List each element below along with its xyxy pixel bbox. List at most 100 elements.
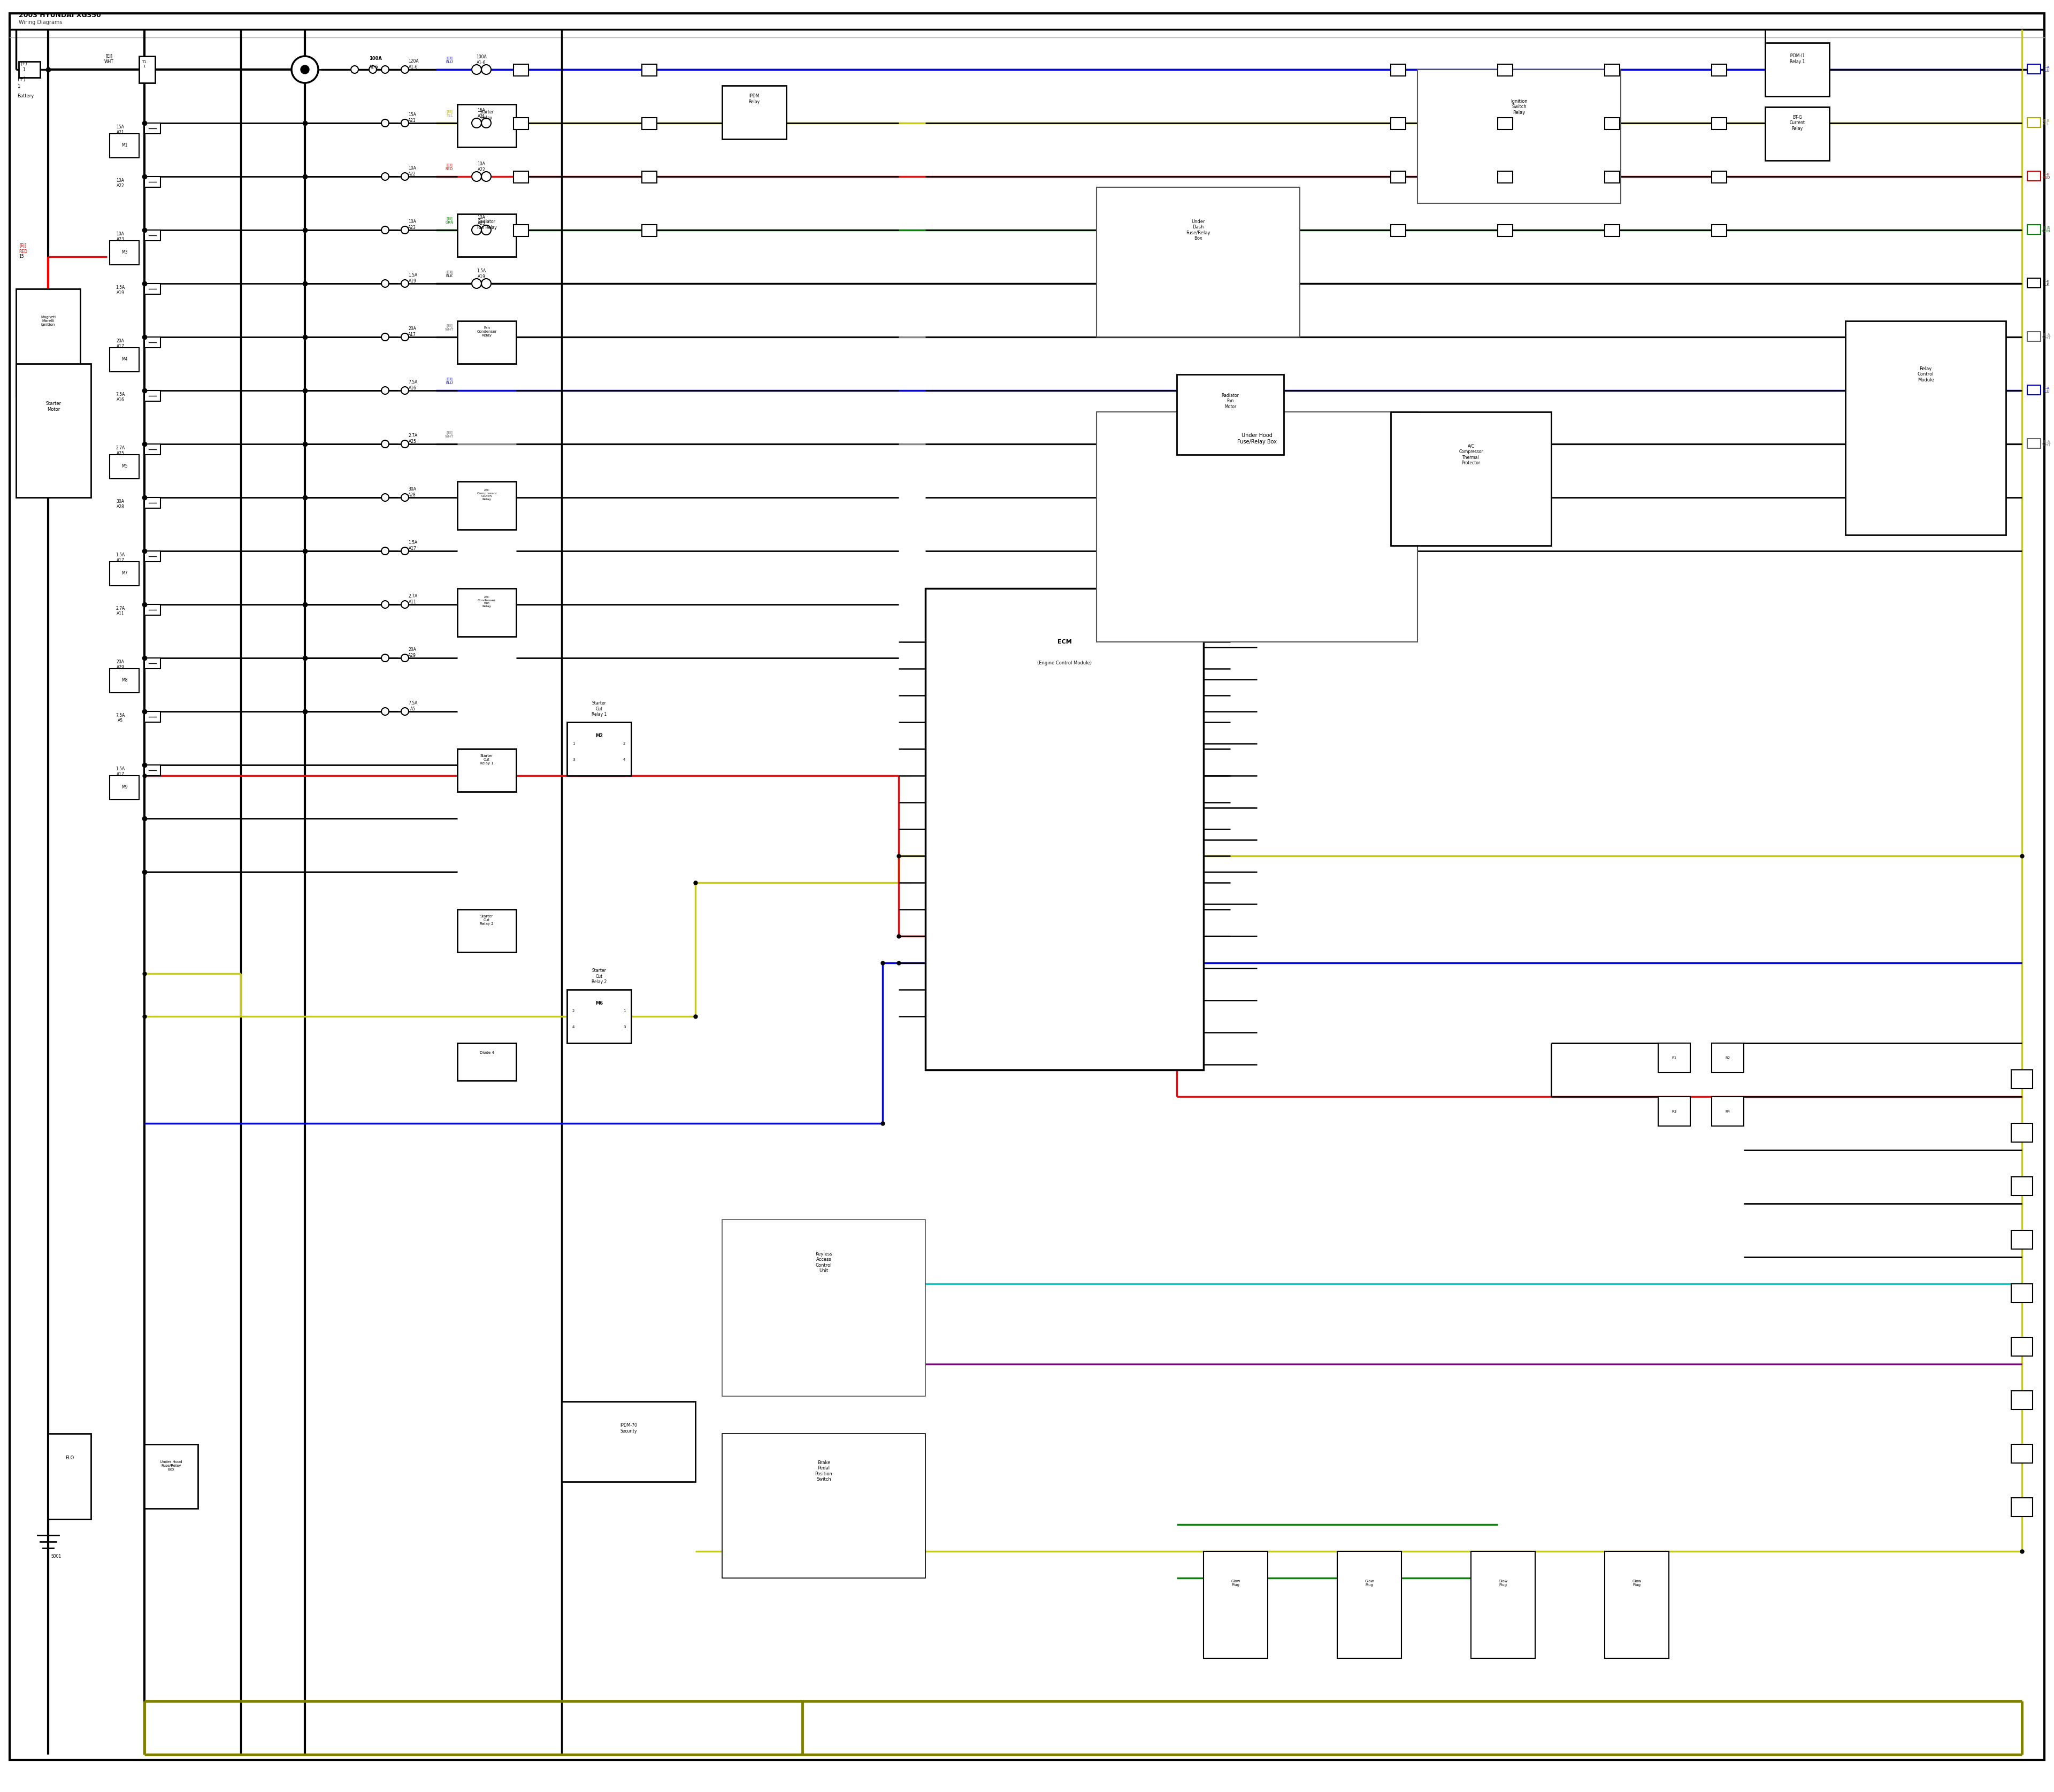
- Bar: [144, 711, 160, 722]
- Circle shape: [481, 226, 491, 235]
- Bar: [2027, 65, 2040, 73]
- Circle shape: [382, 387, 388, 394]
- Bar: [109, 776, 140, 799]
- Text: 15: 15: [18, 254, 25, 260]
- Text: IE-B
YEL: IE-B YEL: [2042, 118, 2050, 125]
- Text: 15A
A21: 15A A21: [477, 108, 485, 118]
- Circle shape: [382, 547, 388, 556]
- Text: Brake
Pedal
Position
Switch: Brake Pedal Position Switch: [815, 1460, 832, 1482]
- Text: BT-G
Current
Relay: BT-G Current Relay: [1789, 115, 1805, 131]
- Text: Keyless
Access
Control
Unit: Keyless Access Control Unit: [815, 1251, 832, 1272]
- Bar: [458, 213, 516, 256]
- Text: 4: 4: [622, 758, 626, 762]
- Bar: [1604, 224, 1621, 237]
- Bar: [1497, 224, 1512, 237]
- Circle shape: [382, 280, 388, 287]
- Bar: [109, 348, 140, 371]
- Text: M3: M3: [121, 251, 127, 254]
- Text: (+): (+): [16, 77, 25, 82]
- Bar: [109, 240, 140, 265]
- Bar: [16, 289, 80, 396]
- Bar: [514, 118, 528, 129]
- Text: [EI]
RED: [EI] RED: [446, 163, 454, 170]
- Text: 15A
A21: 15A A21: [409, 113, 417, 124]
- Bar: [144, 283, 160, 294]
- Text: 7.5A
A5: 7.5A A5: [409, 701, 417, 711]
- Bar: [1391, 118, 1405, 129]
- Text: 2.7A
A25: 2.7A A25: [115, 446, 125, 455]
- Text: 30A
A28: 30A A28: [117, 500, 125, 509]
- Bar: [2011, 1070, 2033, 1088]
- Bar: [1844, 321, 2007, 536]
- Circle shape: [481, 118, 491, 127]
- Circle shape: [481, 280, 491, 289]
- Text: (Engine Control Module): (Engine Control Module): [1037, 661, 1093, 665]
- Bar: [641, 172, 657, 183]
- Text: Radiator
Fan
Motor: Radiator Fan Motor: [1222, 392, 1239, 409]
- Circle shape: [401, 387, 409, 394]
- Bar: [1658, 1043, 1690, 1073]
- Circle shape: [472, 226, 481, 235]
- Text: [EI]
WHT: [EI] WHT: [446, 430, 454, 437]
- Text: IE-B
RED: IE-B RED: [2042, 172, 2050, 179]
- Text: 7.5A
A16: 7.5A A16: [115, 392, 125, 403]
- Text: 10A
A23: 10A A23: [477, 215, 485, 226]
- Text: Starter
Cut
Relay 2: Starter Cut Relay 2: [481, 914, 493, 925]
- Text: 1.5A
A19: 1.5A A19: [409, 272, 417, 283]
- Circle shape: [472, 172, 481, 181]
- Text: 20A
A29: 20A A29: [409, 647, 417, 658]
- Bar: [926, 588, 1204, 1070]
- Circle shape: [472, 118, 481, 127]
- Text: 10A
A22: 10A A22: [117, 177, 125, 188]
- Circle shape: [382, 66, 388, 73]
- Text: Ignition
Switch
Relay: Ignition Switch Relay: [1510, 99, 1528, 115]
- Bar: [1764, 43, 1830, 97]
- Text: 10A
A23: 10A A23: [117, 231, 125, 242]
- Circle shape: [370, 66, 376, 73]
- Bar: [1711, 1043, 1744, 1073]
- Text: Glow
Plug: Glow Plug: [1499, 1581, 1508, 1588]
- Text: Glow
Plug: Glow Plug: [1230, 1581, 1241, 1588]
- Bar: [144, 337, 160, 348]
- Text: 3: 3: [622, 1025, 626, 1029]
- Bar: [458, 588, 516, 636]
- Bar: [2011, 1124, 2033, 1142]
- Bar: [109, 668, 140, 694]
- Text: [EI]
WHT: [EI] WHT: [446, 324, 454, 332]
- Bar: [723, 86, 787, 140]
- Circle shape: [382, 708, 388, 715]
- Text: A1-6: A1-6: [370, 65, 378, 70]
- Text: 10A
A22: 10A A22: [409, 167, 417, 176]
- Text: R2: R2: [1725, 1057, 1729, 1059]
- Text: Fan
Condenser
Relay: Fan Condenser Relay: [477, 326, 497, 337]
- Text: 2: 2: [622, 742, 626, 745]
- Bar: [458, 104, 516, 147]
- Bar: [2011, 1231, 2033, 1249]
- Circle shape: [382, 226, 388, 233]
- Text: 4: 4: [573, 1025, 575, 1029]
- Bar: [1497, 172, 1512, 183]
- Text: Magneti
Marelli
Ignition: Magneti Marelli Ignition: [41, 315, 55, 326]
- Bar: [2011, 1444, 2033, 1462]
- Text: ELO: ELO: [66, 1455, 74, 1460]
- Circle shape: [401, 172, 409, 181]
- Bar: [109, 134, 140, 158]
- Text: IE-B
GRN: IE-B GRN: [2042, 226, 2050, 233]
- Bar: [2027, 278, 2040, 289]
- Bar: [144, 444, 160, 455]
- Circle shape: [382, 600, 388, 607]
- Bar: [458, 909, 516, 952]
- Text: IE-B
BLK: IE-B BLK: [2042, 280, 2050, 287]
- Bar: [1471, 1552, 1534, 1658]
- Circle shape: [382, 441, 388, 448]
- Text: 2003 HYUNDAI XG350: 2003 HYUNDAI XG350: [18, 11, 101, 18]
- Text: IPDM-70
Security: IPDM-70 Security: [620, 1423, 637, 1434]
- Bar: [2027, 385, 2040, 394]
- Bar: [1497, 65, 1512, 75]
- Text: Starter
Cut
Relay 1: Starter Cut Relay 1: [592, 701, 606, 717]
- Bar: [723, 1220, 926, 1396]
- Text: [EI]
YEL: [EI] YEL: [446, 109, 452, 116]
- Bar: [458, 482, 516, 530]
- Circle shape: [401, 600, 409, 607]
- Circle shape: [481, 172, 491, 181]
